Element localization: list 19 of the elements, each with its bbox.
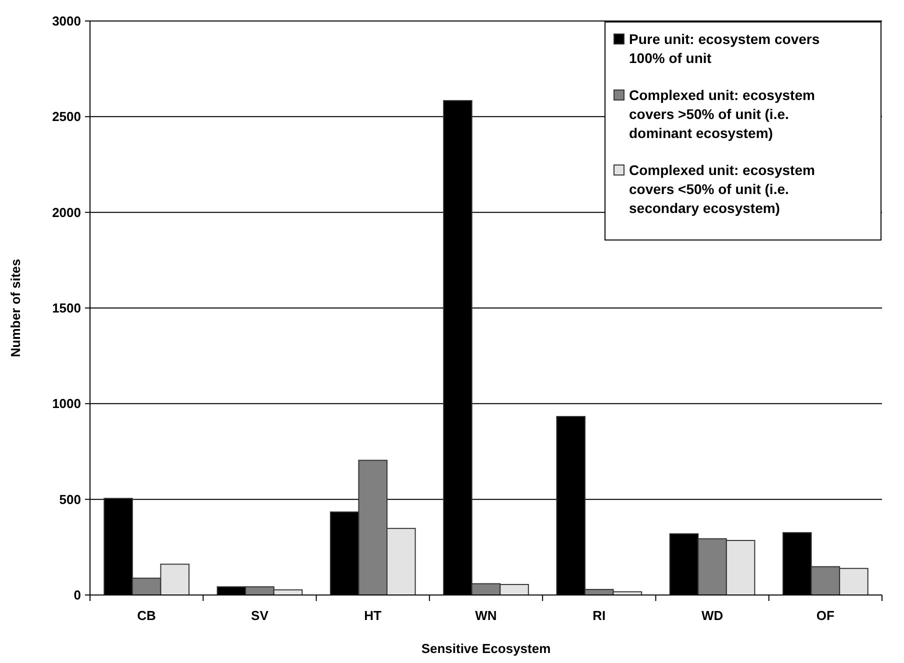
y-tick-label: 1000	[52, 396, 81, 412]
x-tick-label: WD	[701, 608, 724, 623]
y-tick-label: 3000	[52, 14, 81, 29]
x-tick-label: RI	[592, 608, 606, 623]
y-tick-label: 1500	[52, 300, 81, 316]
legend-label: Complexed unit: ecosystem covers >50% of unit (i.e. dominant ecosystem)	[629, 87, 815, 141]
y-tick-label: 0	[74, 588, 81, 603]
legend-label: Pure unit: ecosystem covers 100% of unit	[629, 31, 820, 66]
y-tick-label: 2500	[52, 109, 81, 124]
y-tick-label: 2000	[52, 204, 81, 220]
x-tick-label: OF	[816, 608, 835, 623]
x-tick-label: SV	[251, 608, 269, 623]
y-axis-title: Number of sites	[8, 258, 23, 358]
x-axis-title: Sensitive Ecosystem	[421, 641, 551, 656]
legend-label: Complexed unit: ecosystem covers <50% of unit (i.e. secondary ecosystem)	[629, 162, 815, 216]
x-tick-label: HT	[364, 608, 382, 623]
x-tick-label: WN	[475, 608, 497, 623]
y-tick-label: 500	[59, 492, 81, 507]
x-tick-label: CB	[137, 608, 156, 623]
